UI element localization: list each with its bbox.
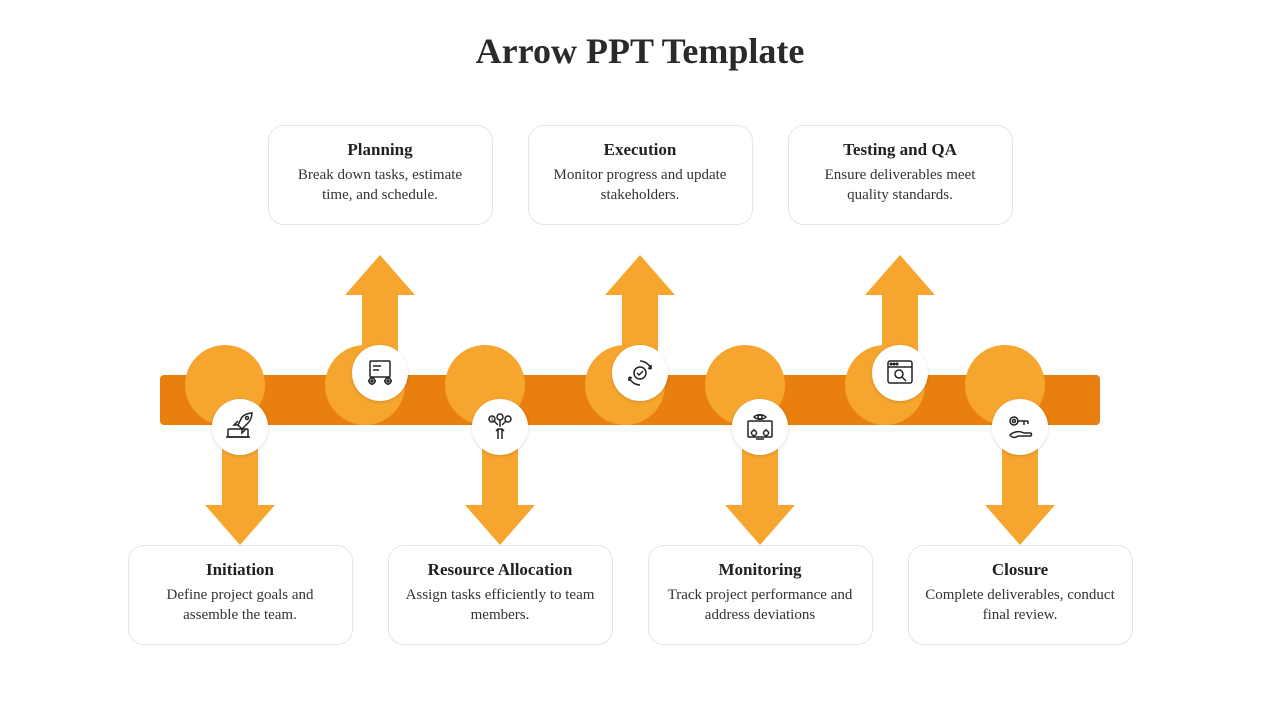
step-desc: Monitor progress and update stakeholders… (545, 166, 736, 205)
browser-search-icon (872, 345, 928, 401)
step-desc: Assign tasks efficiently to team members… (405, 586, 596, 625)
monitor-eye-icon (732, 399, 788, 455)
step-title: Resource Allocation (405, 560, 596, 580)
step-title: Initiation (145, 560, 336, 580)
step-desc: Complete deliverables, conduct final rev… (925, 586, 1116, 625)
step-card-resource: Resource Allocation Assign tasks efficien… (388, 545, 613, 645)
step-card-testing: Testing and QA Ensure deliverables meet q… (788, 125, 1013, 225)
step-card-monitoring: Monitoring Track project performance and … (648, 545, 873, 645)
step-title: Testing and QA (805, 140, 996, 160)
step-card-initiation: Initiation Define project goals and assem… (128, 545, 353, 645)
rocket-laptop-icon (212, 399, 268, 455)
step-card-planning: Planning Break down tasks, estimate time,… (268, 125, 493, 225)
hand-key-icon (992, 399, 1048, 455)
hand-gears-icon: $ (472, 399, 528, 455)
step-desc: Break down tasks, estimate time, and sch… (285, 166, 476, 205)
step-desc: Ensure deliverables meet quality standar… (805, 166, 996, 205)
page-title: Arrow PPT Template (0, 0, 1280, 72)
step-title: Monitoring (665, 560, 856, 580)
board-gears-icon (352, 345, 408, 401)
arrow-diagram: $ Initiation Define project goals and ass… (0, 120, 1280, 680)
step-title: Closure (925, 560, 1116, 580)
step-desc: Define project goals and assemble the te… (145, 586, 336, 625)
step-card-execution: Execution Monitor progress and update sta… (528, 125, 753, 225)
step-title: Execution (545, 140, 736, 160)
step-title: Planning (285, 140, 476, 160)
cycle-check-icon (612, 345, 668, 401)
step-card-closure: Closure Complete deliverables, conduct fi… (908, 545, 1133, 645)
step-desc: Track project performance and address de… (665, 586, 856, 625)
